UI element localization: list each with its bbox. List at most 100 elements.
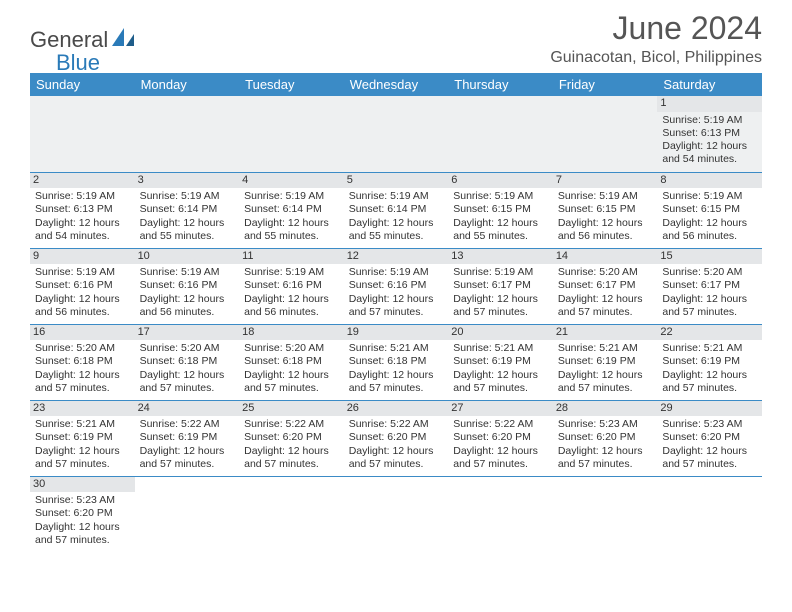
logo-text-blue: Blue (56, 50, 100, 76)
weekday-header: Saturday (657, 73, 762, 96)
day-details: Sunrise: 5:19 AMSunset: 6:17 PMDaylight:… (452, 266, 549, 319)
day-number: 15 (657, 249, 762, 265)
day-details: Sunrise: 5:20 AMSunset: 6:18 PMDaylight:… (34, 342, 131, 395)
calendar-cell: 24Sunrise: 5:22 AMSunset: 6:19 PMDayligh… (135, 400, 240, 476)
calendar-cell (553, 96, 658, 172)
calendar-cell: 17Sunrise: 5:20 AMSunset: 6:18 PMDayligh… (135, 324, 240, 400)
calendar-cell: 20Sunrise: 5:21 AMSunset: 6:19 PMDayligh… (448, 324, 553, 400)
calendar-cell: 15Sunrise: 5:20 AMSunset: 6:17 PMDayligh… (657, 248, 762, 324)
day-number: 26 (344, 401, 449, 417)
calendar-cell: 18Sunrise: 5:20 AMSunset: 6:18 PMDayligh… (239, 324, 344, 400)
day-number: 1 (657, 96, 762, 112)
day-number: 22 (657, 325, 762, 341)
calendar-cell: 8Sunrise: 5:19 AMSunset: 6:15 PMDaylight… (657, 172, 762, 248)
day-details: Sunrise: 5:19 AMSunset: 6:15 PMDaylight:… (557, 190, 654, 243)
calendar-cell: 25Sunrise: 5:22 AMSunset: 6:20 PMDayligh… (239, 400, 344, 476)
calendar-cell: 29Sunrise: 5:23 AMSunset: 6:20 PMDayligh… (657, 400, 762, 476)
day-number: 2 (30, 173, 135, 189)
day-number: 7 (553, 173, 658, 189)
day-details: Sunrise: 5:19 AMSunset: 6:16 PMDaylight:… (139, 266, 236, 319)
calendar-cell: 5Sunrise: 5:19 AMSunset: 6:14 PMDaylight… (344, 172, 449, 248)
calendar-cell (135, 96, 240, 172)
month-title: June 2024 (550, 10, 762, 47)
day-number: 27 (448, 401, 553, 417)
day-number: 4 (239, 173, 344, 189)
day-details: Sunrise: 5:19 AMSunset: 6:14 PMDaylight:… (348, 190, 445, 243)
day-number: 14 (553, 249, 658, 265)
day-details: Sunrise: 5:20 AMSunset: 6:17 PMDaylight:… (661, 266, 758, 319)
calendar-cell (553, 476, 658, 552)
day-details: Sunrise: 5:19 AMSunset: 6:13 PMDaylight:… (34, 190, 131, 243)
day-details: Sunrise: 5:19 AMSunset: 6:15 PMDaylight:… (452, 190, 549, 243)
day-details: Sunrise: 5:20 AMSunset: 6:17 PMDaylight:… (557, 266, 654, 319)
calendar-cell (344, 96, 449, 172)
calendar-row: 30Sunrise: 5:23 AMSunset: 6:20 PMDayligh… (30, 476, 762, 552)
day-number: 11 (239, 249, 344, 265)
calendar-cell (135, 476, 240, 552)
calendar-cell: 14Sunrise: 5:20 AMSunset: 6:17 PMDayligh… (553, 248, 658, 324)
day-number: 28 (553, 401, 658, 417)
day-details: Sunrise: 5:19 AMSunset: 6:15 PMDaylight:… (661, 190, 758, 243)
day-details: Sunrise: 5:20 AMSunset: 6:18 PMDaylight:… (243, 342, 340, 395)
day-details: Sunrise: 5:23 AMSunset: 6:20 PMDaylight:… (661, 418, 758, 471)
day-details: Sunrise: 5:22 AMSunset: 6:20 PMDaylight:… (348, 418, 445, 471)
calendar-cell (657, 476, 762, 552)
day-details: Sunrise: 5:22 AMSunset: 6:20 PMDaylight:… (452, 418, 549, 471)
day-details: Sunrise: 5:21 AMSunset: 6:19 PMDaylight:… (557, 342, 654, 395)
calendar-row: 1 Sunrise: 5:19 AMSunset: 6:13 PMDaylight… (30, 96, 762, 172)
weekday-header: Monday (135, 73, 240, 96)
calendar-cell: 4Sunrise: 5:19 AMSunset: 6:14 PMDaylight… (239, 172, 344, 248)
day-details: Sunrise: 5:19 AMSunset: 6:16 PMDaylight:… (243, 266, 340, 319)
day-number: 13 (448, 249, 553, 265)
day-number: 29 (657, 401, 762, 417)
calendar-cell: 21Sunrise: 5:21 AMSunset: 6:19 PMDayligh… (553, 324, 658, 400)
day-details: Sunrise: 5:21 AMSunset: 6:19 PMDaylight:… (661, 342, 758, 395)
weekday-header: Sunday (30, 73, 135, 96)
day-number: 24 (135, 401, 240, 417)
calendar-cell: 19Sunrise: 5:21 AMSunset: 6:18 PMDayligh… (344, 324, 449, 400)
day-details: Sunrise: 5:21 AMSunset: 6:18 PMDaylight:… (348, 342, 445, 395)
weekday-header: Friday (553, 73, 658, 96)
calendar-cell: 23Sunrise: 5:21 AMSunset: 6:19 PMDayligh… (30, 400, 135, 476)
day-details: Sunrise: 5:23 AMSunset: 6:20 PMDaylight:… (34, 494, 131, 547)
day-number: 16 (30, 325, 135, 341)
calendar-cell (344, 476, 449, 552)
day-details: Sunrise: 5:21 AMSunset: 6:19 PMDaylight:… (452, 342, 549, 395)
calendar-cell (30, 96, 135, 172)
calendar-cell: 2Sunrise: 5:19 AMSunset: 6:13 PMDaylight… (30, 172, 135, 248)
calendar-cell: 1 Sunrise: 5:19 AMSunset: 6:13 PMDaylight… (657, 96, 762, 172)
calendar-cell: 27Sunrise: 5:22 AMSunset: 6:20 PMDayligh… (448, 400, 553, 476)
day-details: Sunrise: 5:19 AMSunset: 6:14 PMDaylight:… (243, 190, 340, 243)
calendar-cell (239, 96, 344, 172)
day-number: 19 (344, 325, 449, 341)
day-number: 6 (448, 173, 553, 189)
calendar-cell: 28Sunrise: 5:23 AMSunset: 6:20 PMDayligh… (553, 400, 658, 476)
day-details: Sunrise: 5:19 AMSunset: 6:16 PMDaylight:… (34, 266, 131, 319)
day-number: 30 (30, 477, 135, 493)
day-number: 9 (30, 249, 135, 265)
calendar-cell (448, 476, 553, 552)
calendar-cell: 22Sunrise: 5:21 AMSunset: 6:19 PMDayligh… (657, 324, 762, 400)
day-number: 8 (657, 173, 762, 189)
calendar-cell: 11Sunrise: 5:19 AMSunset: 6:16 PMDayligh… (239, 248, 344, 324)
calendar-row: 9Sunrise: 5:19 AMSunset: 6:16 PMDaylight… (30, 248, 762, 324)
day-details: Sunrise: 5:20 AMSunset: 6:18 PMDaylight:… (139, 342, 236, 395)
logo-sail-icon (110, 26, 136, 53)
day-number: 3 (135, 173, 240, 189)
calendar-cell: 26Sunrise: 5:22 AMSunset: 6:20 PMDayligh… (344, 400, 449, 476)
calendar-cell: 30Sunrise: 5:23 AMSunset: 6:20 PMDayligh… (30, 476, 135, 552)
calendar-cell: 7Sunrise: 5:19 AMSunset: 6:15 PMDaylight… (553, 172, 658, 248)
weekday-header: Thursday (448, 73, 553, 96)
calendar-table: Sunday Monday Tuesday Wednesday Thursday… (30, 73, 762, 552)
day-number: 5 (344, 173, 449, 189)
logo: General (30, 26, 136, 53)
calendar-row: 16Sunrise: 5:20 AMSunset: 6:18 PMDayligh… (30, 324, 762, 400)
weekday-header: Wednesday (344, 73, 449, 96)
weekday-header: Tuesday (239, 73, 344, 96)
day-number: 17 (135, 325, 240, 341)
location-text: Guinacotan, Bicol, Philippines (550, 49, 762, 67)
calendar-cell: 13Sunrise: 5:19 AMSunset: 6:17 PMDayligh… (448, 248, 553, 324)
title-block: June 2024 Guinacotan, Bicol, Philippines (550, 10, 762, 67)
day-details: Sunrise: 5:19 AMSunset: 6:13 PMDaylight:… (661, 114, 758, 167)
day-number: 25 (239, 401, 344, 417)
